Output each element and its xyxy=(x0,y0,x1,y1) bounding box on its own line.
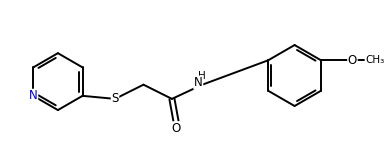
Text: CH₃: CH₃ xyxy=(365,55,384,65)
Text: H: H xyxy=(198,71,205,81)
Text: O: O xyxy=(171,122,181,135)
Text: N: N xyxy=(29,89,38,102)
Text: O: O xyxy=(348,54,357,67)
Text: N: N xyxy=(194,76,203,89)
Text: S: S xyxy=(111,92,119,105)
